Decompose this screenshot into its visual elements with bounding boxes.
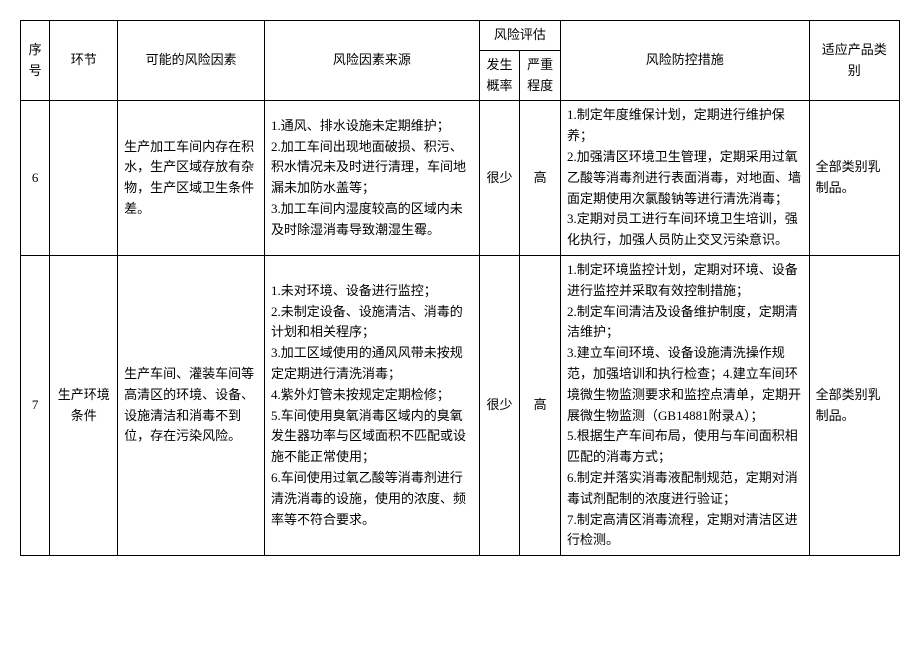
- cell-prob: 很少: [479, 101, 520, 256]
- header-ctrl: 风险防控措施: [561, 21, 810, 101]
- cell-ctrl: 1.制定环境监控计划，定期对环境、设备进行监控并采取有效控制措施； 2.制定车间…: [561, 255, 810, 555]
- cell-factor: 生产车间、灌装车间等高清区的环境、设备、设施清洁和消毒不到位，存在污染风险。: [118, 255, 265, 555]
- cell-factor: 生产加工车间内存在积水，生产区域存放有杂物，生产区域卫生条件差。: [118, 101, 265, 256]
- risk-assessment-table: 序号 环节 可能的风险因素 风险因素来源 风险评估 风险防控措施 适应产品类别 …: [20, 20, 900, 556]
- table-row: 6 生产加工车间内存在积水，生产区域存放有杂物，生产区域卫生条件差。 1.通风、…: [21, 101, 900, 256]
- cell-seq: 6: [21, 101, 50, 256]
- header-source: 风险因素来源: [265, 21, 480, 101]
- cell-source: 1.未对环境、设备进行监控； 2.未制定设备、设施清洁、消毒的计划和相关程序； …: [265, 255, 480, 555]
- header-prob: 发生概率: [479, 50, 520, 101]
- cell-sev: 高: [520, 255, 561, 555]
- cell-seq: 7: [21, 255, 50, 555]
- table-row: 7 生产环境条件 生产车间、灌装车间等高清区的环境、设备、设施清洁和消毒不到位，…: [21, 255, 900, 555]
- cell-ctrl: 1.制定年度维保计划，定期进行维护保养； 2.加强清区环境卫生管理，定期采用过氧…: [561, 101, 810, 256]
- header-factor: 可能的风险因素: [118, 21, 265, 101]
- header-sev: 严重程度: [520, 50, 561, 101]
- cell-phase: 生产环境条件: [50, 255, 118, 555]
- header-seq: 序号: [21, 21, 50, 101]
- cell-prod: 全部类别乳制品。: [809, 255, 899, 555]
- header-prod: 适应产品类别: [809, 21, 899, 101]
- cell-phase: [50, 101, 118, 256]
- cell-sev: 高: [520, 101, 561, 256]
- cell-source: 1.通风、排水设施未定期维护； 2.加工车间出现地面破损、积污、积水情况未及时进…: [265, 101, 480, 256]
- header-row-1: 序号 环节 可能的风险因素 风险因素来源 风险评估 风险防控措施 适应产品类别: [21, 21, 900, 51]
- cell-prod: 全部类别乳制品。: [809, 101, 899, 256]
- header-assess: 风险评估: [479, 21, 560, 51]
- header-phase: 环节: [50, 21, 118, 101]
- cell-prob: 很少: [479, 255, 520, 555]
